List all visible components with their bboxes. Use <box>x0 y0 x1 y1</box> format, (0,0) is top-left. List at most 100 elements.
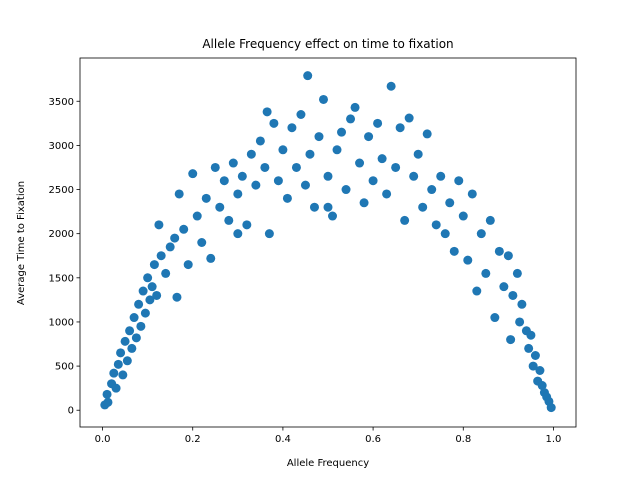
axes-frame <box>79 57 577 428</box>
point <box>427 185 437 195</box>
x-tick-label: 0.6 <box>365 434 381 445</box>
x-tick-label: 0.2 <box>185 434 201 445</box>
point <box>508 290 518 300</box>
point <box>350 102 360 112</box>
point <box>546 403 556 413</box>
point <box>143 273 153 283</box>
point <box>138 286 148 296</box>
point <box>494 246 504 256</box>
point <box>233 189 243 199</box>
point <box>224 215 234 225</box>
point <box>140 308 150 318</box>
chart-title: Allele Frequency effect on time to fixat… <box>202 37 453 51</box>
y-tick-label: 3500 <box>49 97 74 108</box>
point <box>129 313 139 323</box>
point <box>309 202 319 212</box>
point <box>436 171 446 181</box>
y-tick-label: 1500 <box>49 273 74 284</box>
point <box>458 211 468 221</box>
point <box>183 260 193 270</box>
point <box>503 251 513 261</box>
point <box>161 268 171 278</box>
point <box>147 282 157 292</box>
point <box>476 229 486 239</box>
point <box>318 94 328 104</box>
point <box>305 149 315 159</box>
point <box>445 198 455 208</box>
point <box>314 132 324 142</box>
point <box>215 202 225 212</box>
point <box>490 313 500 323</box>
point <box>170 233 180 243</box>
point <box>113 359 123 369</box>
point <box>382 189 392 199</box>
point <box>201 193 211 203</box>
point <box>341 185 351 195</box>
point <box>472 286 482 296</box>
point <box>152 290 162 300</box>
point <box>528 361 538 371</box>
point <box>188 169 198 179</box>
x-tick-label: 0.8 <box>455 434 471 445</box>
plot-area <box>100 71 556 413</box>
point <box>145 295 155 305</box>
point <box>136 321 146 331</box>
point <box>242 220 252 230</box>
point <box>524 343 534 353</box>
point <box>467 189 477 199</box>
point <box>449 246 459 256</box>
y-tick-label: 3000 <box>49 141 74 152</box>
point <box>206 253 216 263</box>
point <box>278 145 288 155</box>
point <box>400 215 410 225</box>
point <box>127 343 137 353</box>
point <box>262 107 272 117</box>
point <box>386 81 396 91</box>
point <box>346 114 356 124</box>
point <box>418 202 428 212</box>
x-tick-label: 0.4 <box>275 434 291 445</box>
point <box>530 350 540 360</box>
point <box>454 176 464 186</box>
point <box>134 299 144 309</box>
y-tick-label: 1000 <box>49 317 74 328</box>
point <box>303 71 313 81</box>
point <box>246 149 256 159</box>
point <box>332 145 342 155</box>
x-tick-label: 1.0 <box>546 434 562 445</box>
point <box>512 268 522 278</box>
point <box>122 356 132 366</box>
point <box>413 149 423 159</box>
y-axis-label: Average Time to Fixation <box>16 181 27 305</box>
point <box>422 129 432 139</box>
point <box>192 211 202 221</box>
point <box>431 220 441 230</box>
point <box>517 299 527 309</box>
point <box>337 127 347 137</box>
point <box>409 171 419 181</box>
point <box>260 162 270 172</box>
point <box>269 118 279 128</box>
point <box>156 251 166 261</box>
y-tick-label: 500 <box>55 362 74 373</box>
point <box>328 211 338 221</box>
point <box>300 180 310 190</box>
point <box>103 397 113 407</box>
point <box>391 162 401 172</box>
x-axis-label: Allele Frequency <box>287 458 369 469</box>
point <box>499 282 509 292</box>
point <box>506 335 516 345</box>
point <box>120 336 130 346</box>
point <box>251 180 261 190</box>
point <box>323 202 333 212</box>
point <box>174 189 184 199</box>
point <box>287 123 297 133</box>
point <box>264 229 274 239</box>
point <box>296 109 306 119</box>
point <box>463 255 473 265</box>
point <box>154 220 164 230</box>
point <box>125 326 135 336</box>
point <box>111 383 121 393</box>
point <box>282 193 292 203</box>
point <box>373 118 383 128</box>
